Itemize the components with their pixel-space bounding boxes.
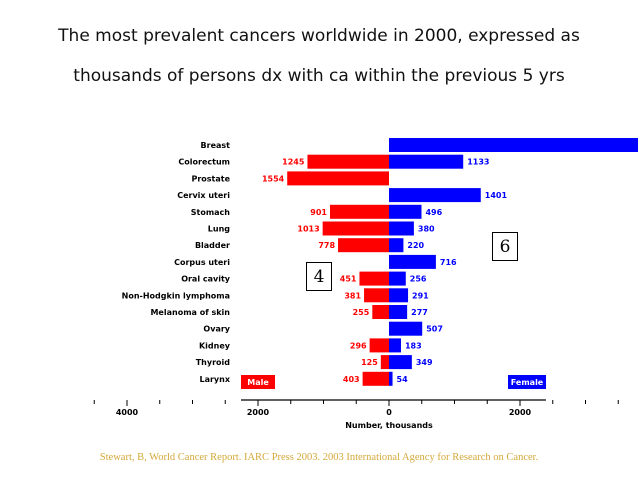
category-label: Kidney bbox=[199, 341, 231, 350]
female-value-label: 349 bbox=[416, 358, 433, 367]
male-value-label: 296 bbox=[350, 341, 367, 350]
category-label: Prostate bbox=[191, 174, 230, 183]
female-bar bbox=[389, 221, 414, 236]
female-value-label: 183 bbox=[405, 341, 422, 350]
category-label: Cervix uteri bbox=[177, 191, 230, 200]
legend-female-swatch bbox=[508, 375, 546, 389]
female-value-label: 220 bbox=[407, 241, 424, 250]
male-bar bbox=[338, 238, 389, 253]
category-label: Corpus uteri bbox=[174, 258, 230, 267]
male-bar bbox=[322, 221, 389, 236]
female-value-label: 54 bbox=[397, 375, 409, 384]
female-bar bbox=[389, 371, 393, 386]
category-label: Bladder bbox=[195, 241, 230, 250]
category-label: Oral cavity bbox=[181, 275, 231, 284]
male-value-label: 451 bbox=[340, 275, 357, 284]
category-label: Colorectum bbox=[178, 158, 230, 167]
female-bar bbox=[389, 254, 436, 269]
male-value-label: 125 bbox=[361, 358, 378, 367]
male-bar bbox=[329, 204, 389, 219]
male-value-label: 403 bbox=[343, 375, 360, 384]
male-bar bbox=[307, 154, 389, 169]
x-axis-title: Number, thousands bbox=[345, 421, 433, 430]
legend-female-label: Female bbox=[511, 378, 544, 387]
female-value-label: 291 bbox=[412, 291, 429, 300]
category-label: Non-Hodgkin lymphoma bbox=[122, 291, 230, 300]
male-value-label: 255 bbox=[353, 308, 370, 317]
female-bar bbox=[389, 138, 638, 152]
female-bar bbox=[389, 204, 422, 219]
female-bar bbox=[389, 355, 412, 370]
category-label: Melanoma of skin bbox=[150, 308, 230, 317]
male-bar bbox=[372, 305, 389, 319]
male-bar bbox=[359, 271, 389, 286]
female-value-label: 496 bbox=[425, 208, 442, 217]
legend-male-label: Male bbox=[247, 378, 269, 387]
female-value-label: 1401 bbox=[485, 191, 508, 200]
slide-title-line-2: thousands of persons dx with ca within t… bbox=[73, 66, 565, 86]
female-bar bbox=[389, 238, 404, 253]
female-value-label: 256 bbox=[410, 275, 427, 284]
x-tick-label: 2000 bbox=[509, 408, 532, 417]
male-value-label: 1245 bbox=[282, 158, 305, 167]
male-bar bbox=[369, 338, 389, 353]
category-label: Thyroid bbox=[196, 358, 231, 367]
category-label: Larynx bbox=[199, 375, 230, 384]
category-label: Ovary bbox=[203, 325, 230, 334]
female-bar bbox=[389, 321, 423, 336]
female-bar bbox=[389, 338, 401, 353]
male-value-label: 901 bbox=[310, 208, 327, 217]
legend-male-swatch bbox=[241, 375, 275, 389]
male-bar bbox=[364, 288, 389, 303]
female-bar bbox=[389, 188, 481, 203]
female-bar bbox=[389, 271, 406, 286]
female-bar bbox=[389, 305, 408, 319]
male-value-label: 1554 bbox=[262, 174, 285, 183]
x-tick-label: 2000 bbox=[247, 408, 270, 417]
female-value-label: 277 bbox=[411, 308, 428, 317]
male-bar bbox=[287, 171, 389, 186]
female-value-label: 507 bbox=[426, 325, 443, 334]
male-bar bbox=[362, 371, 389, 386]
slide-title-line-1: The most prevalent cancers worldwide in … bbox=[58, 26, 580, 46]
citation: Stewart, B, World Cancer Report. IARC Pr… bbox=[99, 452, 539, 463]
x-tick-label: 0 bbox=[386, 408, 392, 417]
category-label: Breast bbox=[201, 141, 231, 150]
category-label: Stomach bbox=[191, 208, 231, 217]
male-value-label: 381 bbox=[344, 291, 361, 300]
female-value-label: 380 bbox=[418, 225, 435, 234]
x-tick-label: 4000 bbox=[116, 408, 139, 417]
annotation-box-4: 4 bbox=[306, 262, 332, 291]
male-value-label: 1013 bbox=[297, 225, 319, 234]
female-value-label: 1133 bbox=[467, 158, 489, 167]
male-value-label: 778 bbox=[318, 241, 335, 250]
female-bar bbox=[389, 288, 409, 303]
male-bar bbox=[380, 355, 389, 370]
female-bar bbox=[389, 154, 464, 169]
category-label: Lung bbox=[208, 225, 230, 234]
female-value-label: 716 bbox=[440, 258, 457, 267]
annotation-box-6: 6 bbox=[492, 232, 518, 261]
